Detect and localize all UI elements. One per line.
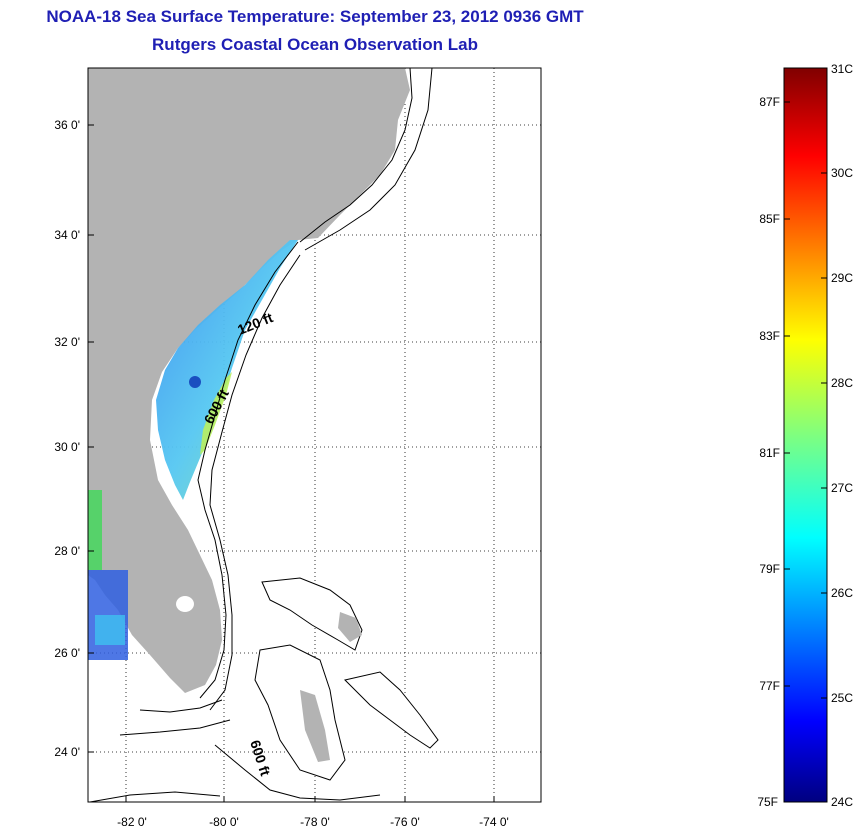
lat-tick-label: 34 0'	[54, 228, 80, 242]
colorbar-f-label: 79F	[759, 562, 780, 576]
sst-west-patch	[88, 490, 102, 570]
colorbar-c-label: 28C	[831, 376, 853, 390]
lat-tick-label: 24 0'	[54, 745, 80, 759]
sst-west-patch-cyan	[95, 615, 125, 645]
lat-tick-label: 36 0'	[54, 118, 80, 132]
lat-tick-label: 28 0'	[54, 544, 80, 558]
colorbar-ticks	[784, 101, 827, 699]
colorbar-c-label: 25C	[831, 691, 853, 705]
colorbar-f-label: 87F	[759, 95, 780, 109]
colorbar-f-label: 75F	[757, 795, 778, 809]
sst-band	[156, 240, 298, 500]
lon-tick-label: -80 0'	[209, 815, 239, 829]
lon-tick-label: -74 0'	[479, 815, 509, 829]
colorbar-c-label: 31C	[831, 62, 853, 76]
bahamas-bank-north	[261, 577, 363, 651]
lon-tick-label: -82 0'	[117, 815, 147, 829]
colorbar-c-label: 26C	[831, 586, 853, 600]
bathymetry-contours	[89, 68, 433, 802]
colorbar-f-label: 83F	[759, 329, 780, 343]
lat-tick-label: 26 0'	[54, 646, 80, 660]
colorbar-c-label: 24C	[831, 795, 853, 809]
colorbar-c-label: 29C	[831, 271, 853, 285]
lat-tick-label: 32 0'	[54, 335, 80, 349]
map-subtitle: Rutgers Coastal Ocean Observation Lab	[152, 35, 478, 54]
lat-tick-label: 30 0'	[54, 440, 80, 454]
axis-ticks	[88, 124, 495, 802]
lon-tick-label: -76 0'	[390, 815, 420, 829]
lake-okeechobee	[176, 596, 194, 612]
colorbar	[783, 67, 828, 803]
contour-label-600ft-south: 600 ft	[247, 738, 274, 778]
lon-tick-label: -78 0'	[300, 815, 330, 829]
sst-dark-spot	[189, 376, 201, 388]
colorbar-f-label: 81F	[759, 446, 780, 460]
colorbar-f-label: 85F	[759, 212, 780, 226]
bahamas-island-2	[338, 612, 362, 642]
colorbar-c-label: 27C	[831, 481, 853, 495]
colorbar-c-label: 30C	[831, 166, 853, 180]
bahamas-island	[300, 690, 330, 762]
map-title: NOAA-18 Sea Surface Temperature: Septemb…	[46, 7, 584, 26]
bahamas-bank-east	[344, 671, 439, 749]
colorbar-f-label: 77F	[759, 679, 780, 693]
sst-warm-edge	[200, 372, 232, 455]
land-mass	[88, 68, 410, 693]
